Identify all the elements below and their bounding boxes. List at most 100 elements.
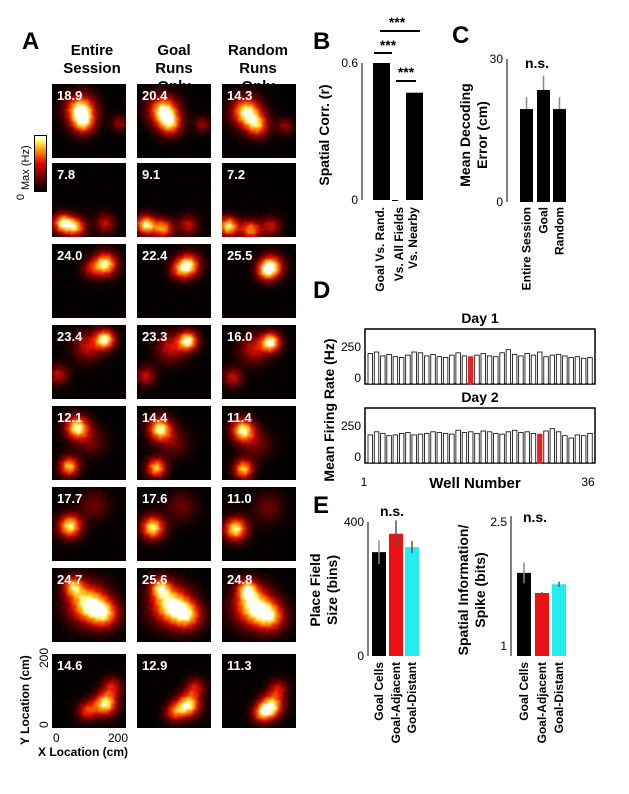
- significance-label: ***: [380, 37, 397, 53]
- peak-rate-label: 17.6: [142, 491, 168, 506]
- y-tick-label: 0: [351, 193, 358, 207]
- peak-rate-label: 20.4: [142, 88, 168, 103]
- y-tick-label: 0: [496, 195, 503, 209]
- peak-rate-label: 24.7: [57, 572, 83, 587]
- peak-rate-label: 22.4: [142, 248, 168, 263]
- rate-map: 16.0: [222, 325, 296, 399]
- well-bar: [442, 432, 449, 464]
- well-bar: [499, 352, 505, 385]
- well-bar: [442, 357, 449, 385]
- panel-c-letter: C: [452, 22, 470, 49]
- a-x-tick-0: 0: [53, 731, 60, 745]
- day-frame: [364, 328, 596, 385]
- significance-label: n.s.: [525, 55, 549, 71]
- well-bar: [574, 356, 581, 385]
- well-bar: [480, 430, 486, 464]
- x-category-label: Entire Session: [520, 207, 534, 290]
- well-bar: [511, 353, 518, 385]
- peak-rate-label: 11.4: [227, 410, 252, 425]
- y-tick-label: 400: [344, 515, 364, 529]
- x-category-label: Random: [553, 207, 567, 255]
- well-bar: [493, 356, 499, 385]
- rate-map: 25.5: [222, 244, 296, 318]
- rate-map: 14.4: [137, 406, 211, 480]
- well-bar: [468, 356, 474, 385]
- y-axis-label: Mean Firing Rate (Hz): [321, 338, 337, 481]
- x-axis-label: Well Number: [429, 475, 521, 492]
- day-frame: [364, 407, 596, 464]
- well-bar: [380, 432, 386, 464]
- well-bar: [449, 354, 455, 385]
- a-x-axis-label: X Location (cm): [38, 745, 129, 759]
- x-category-label: Vs. Nearby: [406, 207, 420, 269]
- peak-rate-label: 18.9: [57, 88, 83, 103]
- y-axis-label: Size (bins): [324, 555, 340, 625]
- x-category-label: Goal: [537, 207, 551, 234]
- well-bar: [461, 355, 468, 385]
- bar: [535, 593, 549, 656]
- well-bar: [474, 354, 480, 385]
- peak-rate-label: 25.6: [142, 572, 168, 587]
- well-bar: [518, 432, 524, 464]
- y-tick-label: 0: [357, 649, 364, 663]
- well-bar: [486, 431, 493, 464]
- well-bar: [574, 434, 581, 464]
- significance-label: n.s.: [523, 509, 547, 525]
- rate-map: 23.3: [137, 325, 211, 399]
- panel-e-letter: E: [313, 492, 330, 519]
- well-bar: [461, 432, 468, 464]
- well-bar: [480, 353, 486, 385]
- y-tick-label: 0.6: [341, 56, 358, 70]
- bar: [517, 572, 531, 656]
- well-bar: [398, 357, 405, 385]
- well-bar: [386, 353, 392, 385]
- y-tick-label: 250: [341, 340, 361, 354]
- bar: [552, 584, 566, 656]
- well-bar: [392, 434, 399, 464]
- rate-map: 23.4: [52, 325, 126, 399]
- bar: [373, 63, 390, 200]
- y-axis-label: Spatial Corr. (r): [316, 84, 332, 185]
- y-tick-label: 30: [490, 52, 504, 66]
- well-bar: [411, 351, 417, 385]
- x-category-label: Goal-Adjacent: [535, 662, 549, 743]
- well-bar: [555, 431, 562, 464]
- rate-map: 11.4: [222, 406, 296, 480]
- y-tick-label: 1: [500, 639, 507, 653]
- rate-map: 11.0: [222, 487, 296, 561]
- peak-rate-label: 14.4: [142, 410, 168, 425]
- rate-map: 18.9: [52, 84, 126, 158]
- well-bar: [424, 355, 430, 385]
- x-category-label: Goal-Adjacent: [389, 662, 403, 743]
- bar: [372, 552, 386, 656]
- well-bar: [511, 429, 518, 464]
- well-bar: [449, 433, 455, 464]
- well-bar: [436, 356, 442, 385]
- well-bar: [555, 353, 562, 385]
- peak-rate-label: 7.8: [57, 167, 76, 182]
- bar: [553, 109, 566, 202]
- peak-rate-label: 9.1: [142, 167, 161, 182]
- rate-map: 12.9: [137, 654, 211, 728]
- x-category-label: Goal-Distant: [552, 662, 566, 733]
- rate-map: 11.3: [222, 654, 296, 728]
- well-bar: [373, 351, 380, 385]
- rate-map: 17.6: [137, 487, 211, 561]
- well-bar: [505, 431, 512, 464]
- rate-map: 24.0: [52, 244, 126, 318]
- bar: [405, 547, 419, 656]
- well-bar: [530, 432, 537, 464]
- well-bar: [505, 349, 512, 385]
- rate-map: 7.2: [222, 163, 296, 237]
- x-tick-label: 36: [581, 475, 595, 489]
- well-bar: [549, 428, 555, 464]
- rate-map: 14.6: [52, 654, 126, 728]
- panel-b-letter: B: [313, 28, 331, 55]
- peak-rate-label: 24.0: [57, 248, 83, 263]
- peak-rate-label: 14.6: [57, 658, 83, 673]
- well-bar: [568, 437, 574, 464]
- peak-rate-label: 16.0: [227, 329, 253, 344]
- peak-rate-label: 23.3: [142, 329, 168, 344]
- rate-map: 22.4: [137, 244, 211, 318]
- bar: [389, 533, 403, 656]
